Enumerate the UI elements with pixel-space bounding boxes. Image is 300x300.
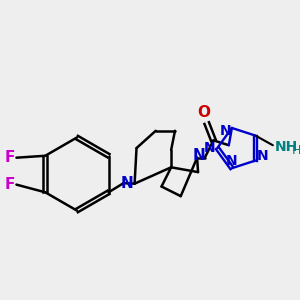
Text: N: N [121, 176, 133, 191]
Text: N: N [256, 149, 268, 163]
Text: H: H [292, 144, 300, 157]
Text: F: F [4, 150, 14, 165]
Text: N: N [193, 148, 206, 163]
Text: O: O [197, 105, 210, 120]
Text: NH: NH [275, 140, 298, 154]
Text: F: F [4, 177, 14, 192]
Text: N: N [226, 154, 238, 169]
Text: N: N [204, 141, 215, 155]
Text: N: N [219, 124, 231, 138]
